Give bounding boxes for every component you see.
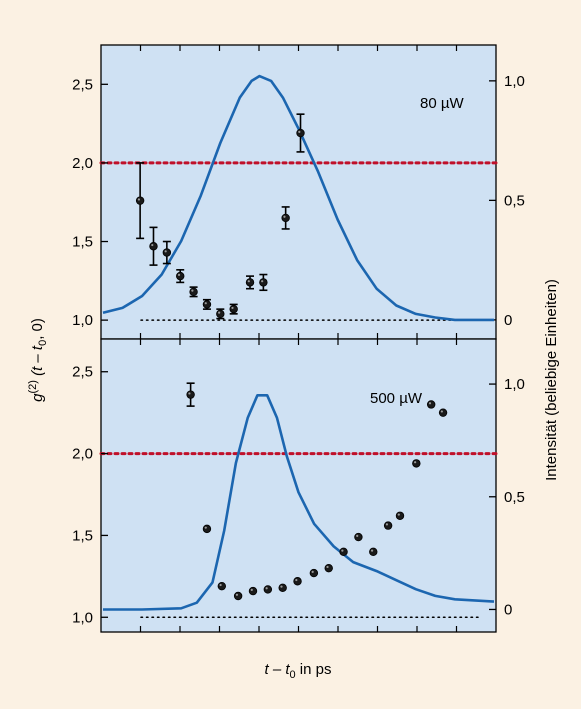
bottom-data-point-highlight	[370, 549, 374, 552]
bottom-data-point	[426, 400, 436, 409]
y-axis-right-label: Intensität (beliebige Einheiten)	[543, 279, 560, 481]
y-axis-left-label-arg2: , 0)	[29, 318, 46, 340]
bottom-panel-annotation: 500 µW	[370, 390, 423, 407]
y-axis-left-label-sup: (2)	[27, 380, 39, 393]
top-data-point-highlight	[283, 215, 286, 218]
top-data-point	[149, 242, 158, 251]
bottom-data-point-highlight	[295, 578, 298, 582]
top-intensity-curve	[102, 74, 494, 322]
bottom-data-point-highlight	[311, 570, 314, 573]
bottom-data-point-highlight	[341, 549, 344, 552]
top-data-point	[245, 278, 255, 287]
top-data-point-highlight	[204, 302, 207, 305]
y-axis-left-label: g(2) (t – t0, 0)	[27, 318, 49, 402]
top-data-point-highlight	[137, 198, 141, 201]
bottom-data-point-highlight	[265, 587, 268, 590]
bottom-left-tick-label: 1,5	[72, 527, 93, 544]
top-data-point-highlight	[247, 280, 250, 283]
top-data-point-highlight	[151, 243, 154, 247]
bottom-data-point	[354, 532, 363, 542]
bottom-intensity-curve	[103, 394, 495, 611]
bottom-data-point	[186, 390, 195, 399]
bottom-data-point-highlight	[219, 583, 222, 587]
bottom-data-point-highlight	[385, 523, 389, 526]
bottom-data-point	[395, 511, 405, 520]
top-left-tick-label: 2,0	[72, 155, 93, 172]
bottom-data-point	[324, 563, 333, 573]
bottom-data-point	[233, 591, 243, 601]
top-panel-plot-area	[100, 44, 497, 340]
top-data-point	[296, 128, 305, 138]
bottom-data-point-highlight	[235, 593, 239, 596]
bottom-data-point	[293, 577, 302, 586]
top-data-point	[162, 248, 172, 257]
top-data-point-highlight	[298, 130, 301, 133]
x-axis-label: t – t0 in ps	[265, 661, 332, 681]
top-left-tick-label: 1,5	[72, 234, 93, 251]
top-data-point	[176, 271, 185, 281]
bottom-panel: 1,0 1,5 2,0 2,5 0 0,5 1,0	[72, 339, 525, 632]
top-data-point	[259, 278, 268, 287]
top-data-point-highlight	[261, 280, 264, 283]
top-data-point-highlight	[177, 273, 181, 277]
y-axis-left-label-arg1: (t – t	[29, 345, 46, 380]
top-right-tick-label: 0,5	[504, 192, 525, 209]
bottom-data-point	[369, 547, 378, 556]
bottom-data-point	[438, 408, 448, 417]
x-axis-label-rest: in ps	[296, 661, 332, 678]
top-data-point	[202, 300, 212, 309]
top-data-point	[216, 309, 225, 319]
bottom-data-point	[309, 568, 319, 578]
x-axis-label-t: t – t	[265, 661, 291, 678]
bottom-data-point-highlight	[440, 410, 443, 413]
top-right-tick-label: 1,0	[504, 73, 525, 90]
bottom-data-point	[217, 581, 226, 591]
bottom-right-tick-label: 0	[504, 601, 512, 618]
bottom-data-point-highlight	[204, 526, 207, 529]
bottom-data-point-highlight	[397, 513, 400, 516]
top-data-point-highlight	[231, 306, 234, 310]
bottom-data-point	[202, 524, 212, 534]
bottom-left-tick-label: 2,5	[72, 364, 93, 381]
top-left-tick-label: 1,0	[72, 312, 93, 329]
top-data-point	[229, 304, 238, 314]
bottom-data-point	[263, 585, 273, 594]
y-axis-left-label-sub: 0	[37, 340, 49, 346]
bottom-data-point	[383, 521, 393, 530]
bottom-data-point	[278, 583, 287, 593]
bottom-data-point-highlight	[188, 392, 191, 395]
bottom-data-point	[412, 459, 421, 468]
y-axis-left-label-g: g	[29, 393, 46, 402]
top-data-point	[281, 213, 290, 223]
bottom-left-tick-label: 2,0	[72, 446, 93, 463]
top-data-point-highlight	[218, 311, 221, 314]
top-panel-annotation: 80 µW	[420, 95, 464, 112]
top-panel: 1,0 1,5 2,0 2,5 0 0,5 1,0	[72, 45, 525, 339]
bottom-panel-plot-area	[100, 338, 497, 633]
bottom-data-point-highlight	[428, 402, 432, 405]
top-right-tick-label: 0	[504, 312, 512, 329]
bottom-right-tick-label: 1,0	[504, 376, 525, 393]
bottom-data-point-highlight	[250, 588, 253, 591]
x-axis-label-sub: 0	[290, 669, 296, 681]
bottom-data-point	[248, 586, 258, 596]
top-data-point	[135, 196, 145, 205]
bottom-data-point-highlight	[326, 565, 329, 569]
top-data-point-highlight	[164, 250, 167, 253]
bottom-right-tick-label: 0,5	[504, 489, 525, 506]
top-data-point-highlight	[191, 289, 194, 292]
bottom-data-point	[339, 547, 348, 556]
bottom-data-point-highlight	[414, 461, 417, 464]
bottom-left-tick-label: 1,0	[72, 609, 93, 626]
top-data-point	[189, 287, 198, 297]
bottom-data-point-highlight	[356, 534, 359, 537]
top-left-tick-label: 2,5	[72, 76, 93, 93]
bottom-data-point-highlight	[280, 585, 283, 588]
